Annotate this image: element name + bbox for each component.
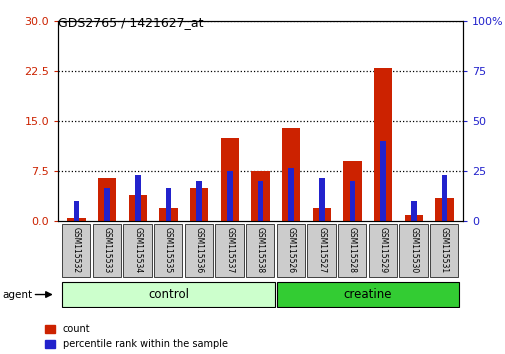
Bar bbox=[349, 181, 355, 221]
Bar bbox=[288, 168, 293, 221]
Bar bbox=[343, 161, 361, 221]
FancyBboxPatch shape bbox=[92, 224, 121, 277]
FancyBboxPatch shape bbox=[62, 282, 275, 307]
Text: GSM115527: GSM115527 bbox=[317, 227, 326, 274]
Text: GSM115533: GSM115533 bbox=[103, 227, 112, 274]
FancyBboxPatch shape bbox=[307, 224, 335, 277]
FancyBboxPatch shape bbox=[398, 224, 427, 277]
Text: GSM115536: GSM115536 bbox=[194, 227, 204, 274]
Bar bbox=[312, 208, 330, 221]
Bar bbox=[196, 181, 201, 221]
FancyBboxPatch shape bbox=[245, 224, 274, 277]
FancyBboxPatch shape bbox=[123, 224, 152, 277]
FancyBboxPatch shape bbox=[62, 224, 90, 277]
Bar bbox=[74, 201, 79, 221]
Bar bbox=[98, 178, 116, 221]
Bar bbox=[135, 175, 140, 221]
FancyBboxPatch shape bbox=[154, 224, 182, 277]
Text: GDS2765 / 1421627_at: GDS2765 / 1421627_at bbox=[58, 16, 204, 29]
Bar bbox=[380, 141, 385, 221]
Bar bbox=[411, 201, 416, 221]
Text: agent: agent bbox=[3, 290, 33, 299]
Bar bbox=[220, 138, 239, 221]
Bar bbox=[128, 195, 147, 221]
Text: GSM115537: GSM115537 bbox=[225, 227, 234, 274]
Bar bbox=[251, 171, 269, 221]
Bar bbox=[441, 175, 446, 221]
Text: GSM115538: GSM115538 bbox=[256, 227, 265, 274]
Text: GSM115534: GSM115534 bbox=[133, 227, 142, 274]
FancyBboxPatch shape bbox=[184, 224, 213, 277]
Bar bbox=[258, 181, 263, 221]
FancyBboxPatch shape bbox=[276, 224, 305, 277]
Bar bbox=[105, 188, 110, 221]
Text: GSM115531: GSM115531 bbox=[439, 227, 448, 274]
Text: GSM115535: GSM115535 bbox=[164, 227, 173, 274]
Bar bbox=[227, 171, 232, 221]
FancyBboxPatch shape bbox=[429, 224, 458, 277]
Text: GSM115528: GSM115528 bbox=[347, 228, 357, 273]
Legend: count, percentile rank within the sample: count, percentile rank within the sample bbox=[45, 324, 227, 349]
Bar bbox=[159, 208, 177, 221]
Text: GSM115530: GSM115530 bbox=[409, 227, 418, 274]
Bar bbox=[319, 178, 324, 221]
Text: creatine: creatine bbox=[343, 288, 391, 301]
Text: GSM115532: GSM115532 bbox=[72, 227, 81, 274]
Bar bbox=[281, 128, 300, 221]
Bar bbox=[373, 68, 392, 221]
Bar bbox=[166, 188, 171, 221]
Text: GSM115526: GSM115526 bbox=[286, 227, 295, 274]
Bar bbox=[67, 218, 86, 221]
Text: control: control bbox=[148, 288, 189, 301]
FancyBboxPatch shape bbox=[215, 224, 243, 277]
Bar bbox=[434, 198, 453, 221]
FancyBboxPatch shape bbox=[337, 224, 366, 277]
Bar bbox=[404, 215, 422, 221]
Text: GSM115529: GSM115529 bbox=[378, 227, 387, 274]
FancyBboxPatch shape bbox=[368, 224, 396, 277]
Bar bbox=[190, 188, 208, 221]
FancyBboxPatch shape bbox=[276, 282, 459, 307]
